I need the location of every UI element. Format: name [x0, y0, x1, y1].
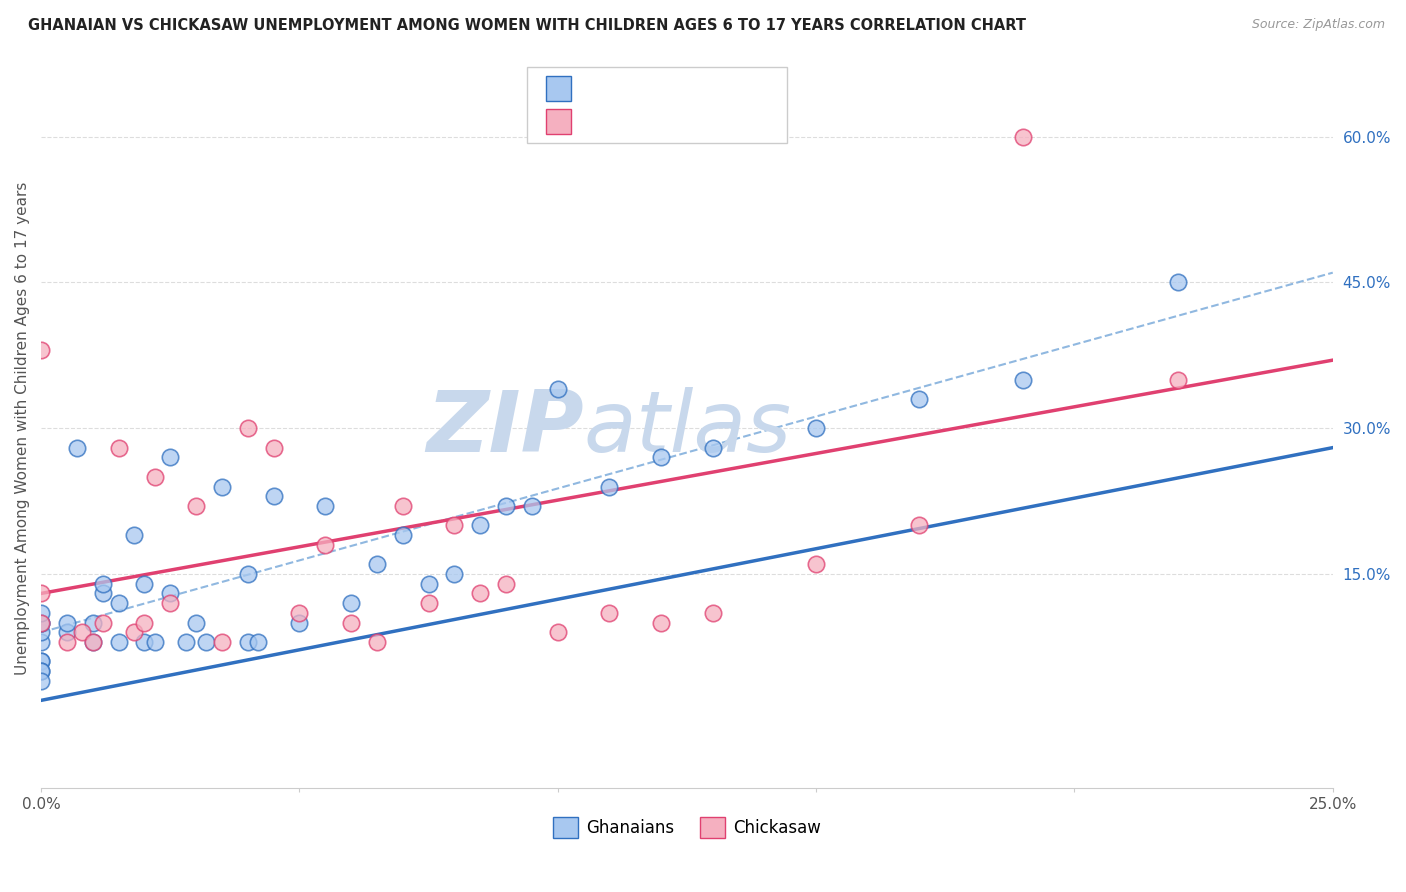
Point: [547, 625, 569, 640]
Legend: Ghanaians, Chickasaw: Ghanaians, Chickasaw: [547, 811, 828, 844]
Point: [30, 625, 52, 640]
Point: [1011, 373, 1033, 387]
Point: [30, 664, 52, 678]
Point: [263, 441, 285, 455]
Point: [1167, 373, 1189, 387]
Point: [143, 635, 166, 649]
Point: [418, 576, 440, 591]
Point: [82, 635, 104, 649]
Point: [520, 499, 543, 513]
Text: 0.343: 0.343: [620, 114, 676, 133]
Point: [107, 596, 129, 610]
Point: [314, 538, 336, 552]
Point: [134, 615, 156, 630]
Point: [391, 499, 413, 513]
Y-axis label: Unemployment Among Women with Children Ages 6 to 17 years: Unemployment Among Women with Children A…: [15, 181, 30, 675]
Point: [236, 566, 259, 581]
Point: [30, 655, 52, 669]
Point: [56, 625, 79, 640]
Point: [91, 576, 114, 591]
Point: [470, 586, 492, 600]
Point: [56, 635, 79, 649]
Point: [650, 615, 672, 630]
Point: [30, 664, 52, 678]
Point: [211, 635, 233, 649]
Point: [443, 518, 465, 533]
Point: [314, 499, 336, 513]
Point: [30, 655, 52, 669]
Point: [340, 615, 363, 630]
Point: [30, 586, 52, 600]
Point: [30, 615, 52, 630]
Point: [804, 421, 827, 435]
Point: [288, 606, 311, 620]
Point: [263, 489, 285, 503]
Point: [702, 606, 724, 620]
Point: [366, 635, 388, 649]
Point: [66, 441, 89, 455]
Point: [30, 673, 52, 688]
Point: [159, 596, 181, 610]
Point: [91, 615, 114, 630]
Point: [908, 518, 931, 533]
Point: [598, 606, 620, 620]
Point: [366, 558, 388, 572]
Point: [195, 635, 218, 649]
Point: [159, 586, 181, 600]
Text: N =: N =: [676, 114, 728, 133]
Point: [211, 479, 233, 493]
Text: 33: 33: [721, 114, 747, 133]
Text: R =: R =: [581, 81, 620, 99]
Point: [107, 441, 129, 455]
Point: [391, 528, 413, 542]
Point: [247, 635, 270, 649]
Point: [495, 576, 517, 591]
Text: atlas: atlas: [583, 386, 792, 470]
Point: [174, 635, 197, 649]
Point: [30, 635, 52, 649]
Point: [72, 625, 94, 640]
Point: [30, 343, 52, 358]
Point: [340, 596, 363, 610]
Point: [143, 470, 166, 484]
Point: [91, 586, 114, 600]
Text: ZIP: ZIP: [426, 386, 583, 470]
Point: [184, 499, 207, 513]
Point: [107, 635, 129, 649]
Point: [908, 392, 931, 406]
Point: [134, 635, 156, 649]
Point: [236, 635, 259, 649]
Point: [702, 441, 724, 455]
Point: [184, 615, 207, 630]
Point: [470, 518, 492, 533]
Point: [236, 421, 259, 435]
Point: [650, 450, 672, 465]
Point: [56, 615, 79, 630]
Point: [30, 615, 52, 630]
Point: [495, 499, 517, 513]
Point: [598, 479, 620, 493]
Point: [30, 606, 52, 620]
Point: [288, 615, 311, 630]
Point: [1167, 276, 1189, 290]
Point: [134, 576, 156, 591]
Text: N =: N =: [676, 81, 728, 99]
Point: [82, 635, 104, 649]
Text: 51: 51: [721, 81, 747, 99]
Text: GHANAIAN VS CHICKASAW UNEMPLOYMENT AMONG WOMEN WITH CHILDREN AGES 6 TO 17 YEARS : GHANAIAN VS CHICKASAW UNEMPLOYMENT AMONG…: [28, 18, 1026, 33]
Text: 0.405: 0.405: [620, 81, 676, 99]
Point: [1011, 129, 1033, 144]
Point: [82, 615, 104, 630]
Point: [547, 382, 569, 396]
Text: R =: R =: [581, 114, 620, 133]
Point: [804, 558, 827, 572]
Point: [159, 450, 181, 465]
Point: [30, 615, 52, 630]
Point: [443, 566, 465, 581]
Text: Source: ZipAtlas.com: Source: ZipAtlas.com: [1251, 18, 1385, 31]
Point: [122, 528, 145, 542]
Point: [418, 596, 440, 610]
Point: [122, 625, 145, 640]
